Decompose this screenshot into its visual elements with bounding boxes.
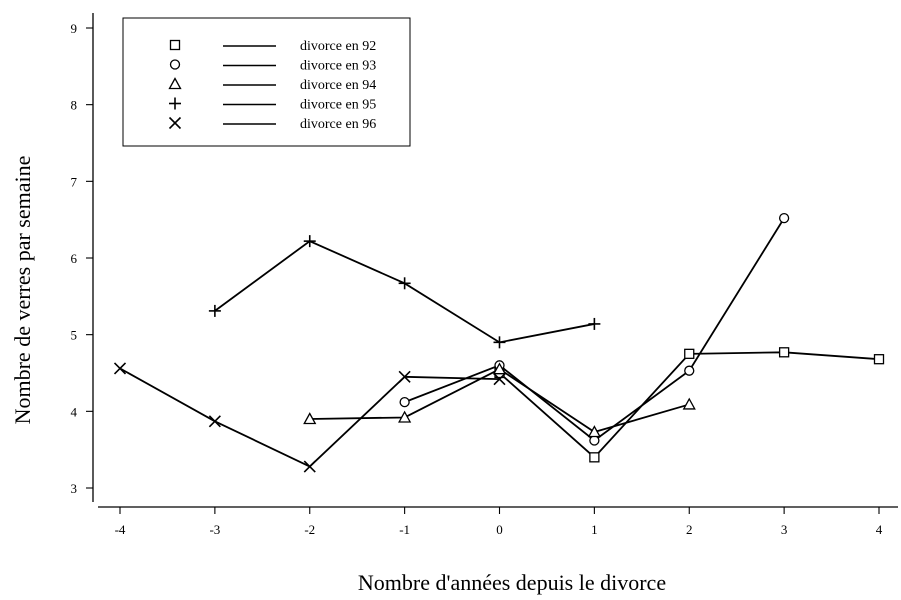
marker-x (493, 373, 506, 386)
marker-triangle (682, 397, 696, 410)
marker-triangle (168, 77, 182, 90)
marker-square (589, 452, 600, 463)
legend-item: divorce en 95 (169, 97, 376, 113)
marker-circle (589, 435, 600, 446)
marker-circle (399, 396, 410, 408)
x-axis-label: Nombre d'années depuis le divorce (358, 570, 666, 595)
x-tick-label: 0 (496, 522, 503, 537)
marker-triangle (398, 410, 412, 423)
legend-label: divorce en 93 (300, 59, 376, 74)
y-tick-label: 3 (71, 481, 78, 496)
x-tick-label: -2 (304, 522, 315, 537)
legend-item: divorce en 92 (169, 39, 376, 54)
marker-x (168, 116, 182, 130)
series-layer (113, 212, 885, 473)
marker-x (208, 415, 221, 428)
legend-item: divorce en 96 (168, 116, 376, 132)
x-tick-label: 2 (686, 522, 693, 537)
marker-plus (398, 277, 411, 290)
marker-circle (169, 59, 181, 70)
legend-label: divorce en 94 (300, 78, 376, 93)
y-tick-label: 5 (71, 328, 78, 343)
marker-triangle (587, 425, 601, 438)
series-4 (208, 235, 601, 349)
x-tick-label: 4 (876, 522, 883, 537)
legend: divorce en 92 divorce en 93 divorce en 94 d… (122, 17, 411, 147)
y-tick-label: 8 (71, 98, 78, 113)
marker-x (303, 460, 316, 473)
y-tick-label: 9 (71, 21, 78, 36)
legend-item: divorce en 94 (168, 77, 376, 93)
legend-label: divorce en 95 (300, 98, 376, 113)
marker-circle (778, 212, 790, 224)
x-tick-label: 3 (781, 522, 788, 537)
marker-plus (169, 97, 181, 110)
legend-label: divorce en 96 (300, 117, 376, 132)
legend-label: divorce en 92 (300, 39, 376, 54)
y-tick-label: 4 (71, 404, 78, 419)
series-5 (113, 362, 506, 473)
marker-plus (303, 235, 316, 248)
y-tick-label: 6 (71, 251, 78, 266)
axes: -4 -3 -2 -1 0 1 2 3 4 3 4 5 6 7 8 9 (71, 13, 898, 537)
marker-plus (588, 317, 601, 330)
marker-triangle (303, 412, 317, 425)
marker-square (873, 354, 885, 365)
y-tick-label: 7 (71, 174, 78, 189)
legend-item: divorce en 93 (169, 59, 376, 74)
x-tick-label: 1 (591, 522, 598, 537)
series-line (214, 240, 595, 344)
x-tick-label: -3 (209, 522, 220, 537)
marker-square (684, 348, 695, 359)
x-tick-label: -1 (399, 522, 410, 537)
series-3 (303, 362, 696, 438)
marker-plus (493, 336, 506, 349)
marker-triangle (492, 362, 507, 375)
y-axis-label: Nombre de verres par semaine (10, 156, 35, 425)
marker-plus (208, 304, 221, 317)
marker-circle (684, 365, 695, 376)
marker-square (169, 39, 181, 51)
marker-x (398, 370, 411, 383)
marker-square (778, 347, 790, 358)
marker-x (113, 362, 127, 375)
x-tick-label: -4 (115, 522, 126, 537)
